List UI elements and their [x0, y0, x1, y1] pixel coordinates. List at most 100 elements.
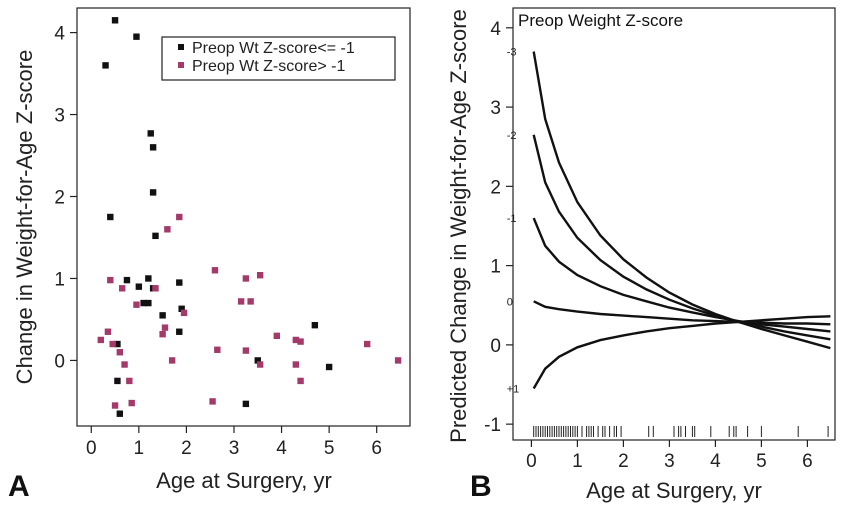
panel-a-y-axis-title: Change in Weight-for-Age Z-score [12, 50, 37, 385]
scatter-point-series-1 [147, 130, 154, 137]
panel-b-title: Preop Weight Z-score [518, 11, 683, 30]
scatter-point-series-2 [111, 402, 119, 409]
scatter-point-series-1 [116, 410, 124, 417]
panel-a-x-tick-label: 1 [134, 438, 145, 459]
panel-a-legend: Preop Wt Z-score<= -1 Preop Wt Z-score> … [161, 36, 396, 81]
scatter-point-series-2 [128, 399, 135, 407]
panel-a-y-ticks: 0 1 2 3 4 [54, 24, 77, 372]
panel-b-rug [533, 426, 829, 437]
scatter-point-series-2 [242, 275, 250, 282]
scatter-point-series-2 [180, 309, 188, 317]
scatter-point-series-1 [254, 357, 261, 364]
scatter-point-series-1 [114, 377, 121, 385]
scatter-point-series-2 [161, 324, 169, 331]
scatter-point-series-2 [363, 340, 371, 348]
panel-b-letter: B [470, 470, 492, 503]
scatter-point-series-1 [176, 328, 183, 335]
scatter-point-series-2 [97, 336, 104, 344]
scatter-point-series-1 [107, 213, 114, 221]
scatter-point-series-2 [297, 338, 304, 345]
scatter-point-series-2 [152, 285, 159, 292]
panel-b-x-ticks: 0 1 2 3 4 5 6 [526, 440, 813, 472]
scatter-point-series-1 [111, 17, 119, 24]
panel-b-curves [532, 51, 831, 390]
panel-b-x-tick-label: 1 [572, 451, 583, 472]
legend-label-series-1: Preop Wt Z-score<= -1 [192, 40, 355, 57]
panel-a-y-tick-label: 4 [54, 24, 65, 45]
panel-b-x-tick-label: 6 [802, 451, 813, 472]
scatter-point-series-2 [247, 298, 254, 305]
curve-preop-z-1 [532, 51, 831, 350]
scatter-point-series-1 [135, 283, 143, 290]
panel-b-y-axis-title: Predicted Change in Weight-for-Age Z-sco… [446, 9, 471, 443]
panel-a-y-tick-label: 0 [54, 351, 65, 372]
scatter-point-series-2 [273, 332, 280, 340]
scatter-point-series-1 [102, 62, 109, 69]
panel-b-x-axis-title: Age at Surgery, yr [586, 478, 762, 503]
panel-b-curve-labels: -3 -2 -1 0 +1 [507, 47, 520, 396]
panel-b-x-tick-label: 2 [618, 451, 629, 472]
curve-preop-z-3 [532, 217, 831, 333]
scatter-point-series-1 [178, 305, 185, 312]
scatter-point-series-1 [149, 189, 157, 196]
scatter-point-series-2 [159, 331, 166, 338]
panel-a-x-tick-label: 4 [276, 438, 287, 459]
legend-box [161, 36, 396, 81]
scatter-point-series-2 [297, 377, 304, 385]
panel-b-x-tick-label: 5 [756, 451, 767, 472]
panel-b-y-tick-label: 3 [490, 98, 501, 119]
panel-a-x-tick-label: 0 [86, 438, 97, 459]
scatter-point-series-1 [176, 279, 183, 286]
scatter-point-series-2 [394, 357, 402, 364]
scatter-point-series-2 [133, 301, 140, 308]
scatter-point-series-1 [242, 400, 250, 408]
panel-a-y-tick-label: 1 [54, 269, 65, 290]
scatter-point-series-1 [123, 276, 131, 284]
curve-label: -1 [507, 213, 517, 225]
scatter-point-series-1 [149, 144, 157, 151]
scatter-point-series-2 [256, 271, 264, 279]
curve-preop-z-2 [532, 134, 831, 341]
panel-a-y-tick-label: 2 [54, 188, 65, 209]
scatter-point-series-2 [237, 298, 245, 305]
panel-b-plot-frame [512, 7, 836, 441]
scatter-point-series-2 [292, 336, 300, 344]
scatter-point-series-2 [176, 213, 183, 221]
panel-a-points [97, 17, 402, 417]
legend-swatch-series-2 [178, 62, 184, 68]
panel-b-y-ticks: -1 0 1 2 3 4 [484, 19, 513, 436]
scatter-point-series-2 [214, 346, 221, 353]
panel-a-plot-frame [76, 7, 411, 427]
panel-b-y-tick-label: 2 [490, 177, 501, 198]
panel-b-y-tick-label: 1 [490, 257, 501, 278]
scatter-point-series-2 [107, 276, 114, 284]
panel-a-y-tick-label: 3 [54, 106, 65, 127]
scatter-point-series-1 [133, 33, 140, 40]
scatter-point-series-2 [242, 347, 250, 354]
panel-a-x-tick-label: 3 [229, 438, 240, 459]
scatter-point-series-1 [140, 299, 147, 307]
curve-label: +1 [507, 383, 520, 395]
scatter-point-series-2 [126, 377, 133, 385]
scatter-point-series-2 [209, 398, 216, 405]
scatter-point-series-1 [325, 363, 333, 371]
panel-a-letter: A [8, 470, 30, 503]
scatter-point-series-2 [256, 361, 264, 368]
scatter-point-series-1 [145, 275, 152, 282]
curve-label: -3 [507, 47, 517, 59]
scatter-point-series-2 [164, 226, 171, 233]
scatter-point-series-2 [118, 285, 126, 292]
panel-a: 0 1 2 3 4 0 1 2 3 4 5 6 Preop Wt Z-score<= -1 Preo… [8, 7, 411, 503]
curve-label: -2 [507, 130, 517, 142]
scatter-point-series-2 [104, 328, 112, 335]
scatter-point-series-2 [116, 349, 124, 356]
curve-preop-z-5 [532, 315, 831, 390]
panel-a-x-tick-label: 6 [371, 438, 382, 459]
scatter-point-series-2 [109, 340, 116, 348]
curve-preop-z-4 [533, 300, 831, 326]
scatter-point-series-1 [145, 299, 152, 307]
scatter-point-series-1 [114, 340, 121, 348]
panel-b-y-tick-label: 0 [490, 336, 501, 357]
scatter-point-series-2 [292, 361, 300, 368]
